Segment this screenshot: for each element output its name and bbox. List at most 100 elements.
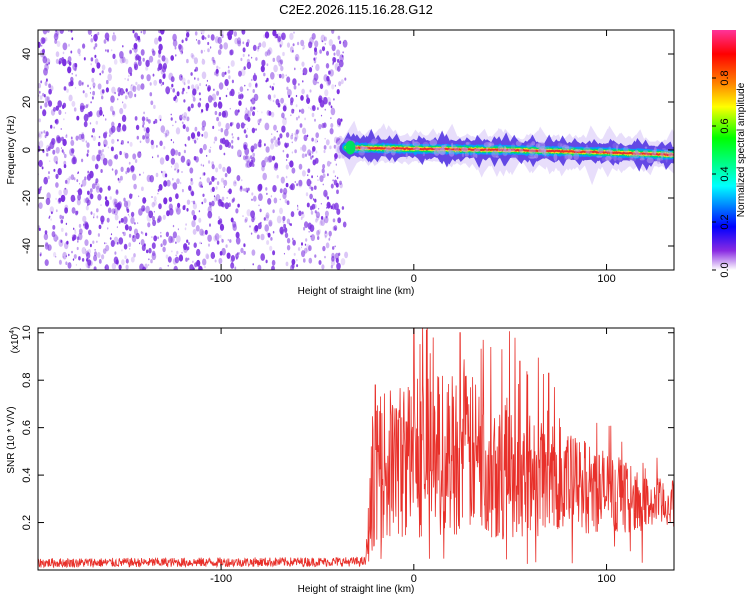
speckle [44, 242, 50, 250]
speckle [150, 259, 153, 264]
track-halo [583, 146, 591, 152]
snr-ylabel: SNR (10 * V/V) [6, 406, 17, 473]
speckle [301, 212, 305, 219]
speckle [285, 182, 289, 188]
speckle [151, 236, 153, 239]
speckle [130, 165, 135, 172]
speckle [215, 68, 219, 74]
speckle [190, 178, 193, 182]
speckle [111, 34, 117, 42]
speckle [73, 177, 76, 181]
speckle [109, 237, 112, 240]
speckle [234, 37, 239, 45]
speckle [257, 110, 259, 113]
track-halo [640, 155, 645, 159]
speckle [74, 87, 76, 89]
speckle [115, 189, 119, 195]
speckle [84, 92, 88, 98]
speckle [224, 139, 230, 148]
speckle [194, 77, 196, 80]
speckle [332, 246, 335, 250]
speckle [145, 66, 149, 71]
speckle [300, 67, 302, 70]
speckle [230, 262, 235, 269]
speckle [45, 78, 48, 82]
speckle [174, 120, 177, 124]
speckle [326, 201, 331, 209]
speckle [160, 231, 162, 234]
speckle [309, 153, 312, 157]
speckle [227, 69, 231, 74]
speckle [317, 175, 318, 178]
speckle [64, 153, 67, 159]
speckle [260, 65, 265, 73]
speckle [324, 137, 326, 140]
speckle [104, 118, 107, 121]
speckle [142, 30, 146, 35]
track-halo [601, 157, 608, 162]
speckle [189, 264, 194, 270]
speckle [279, 44, 282, 48]
speckle [157, 154, 159, 158]
colorbar-tick-label: 0.8 [719, 70, 731, 85]
speckle [216, 181, 220, 186]
track-halo [553, 147, 558, 150]
speckle [70, 136, 73, 140]
speckle [77, 171, 80, 174]
speckle [124, 216, 128, 223]
speckle [209, 46, 212, 49]
speckle [78, 80, 82, 87]
speckle [55, 209, 58, 213]
speckle [61, 227, 64, 232]
speckle [127, 213, 129, 216]
speckle [340, 258, 346, 266]
speckle [78, 53, 81, 57]
track-halo [654, 158, 661, 163]
speckle [121, 114, 127, 122]
speckle [300, 146, 303, 151]
speckle [174, 149, 179, 156]
speckle [58, 259, 62, 265]
speckle [48, 83, 51, 89]
speckle [310, 210, 314, 215]
speckle [55, 240, 57, 242]
speckle [282, 215, 286, 222]
speckle [183, 204, 186, 208]
speckle [280, 97, 284, 104]
speckle [76, 190, 78, 192]
speckle [324, 235, 327, 239]
speckle [128, 242, 132, 247]
speckle [172, 33, 177, 42]
speckle [303, 258, 306, 263]
speckle [110, 95, 115, 103]
speckle [293, 252, 296, 256]
speckle [326, 78, 331, 87]
speckle [251, 78, 253, 82]
speckle [221, 71, 225, 78]
speckle [305, 192, 309, 197]
track-halo [651, 149, 657, 157]
speckle [336, 208, 341, 215]
speckle [129, 215, 131, 218]
speckle [244, 147, 250, 156]
speckle [241, 30, 244, 33]
speckle [301, 250, 306, 258]
speckle [176, 250, 179, 255]
speckle [66, 240, 69, 245]
speckle [304, 243, 307, 246]
speckle [53, 251, 57, 258]
speckle [102, 114, 105, 117]
speckle [203, 198, 207, 204]
speckle [303, 134, 308, 142]
speckle [186, 239, 189, 243]
speckle [92, 82, 96, 88]
speckle [295, 104, 298, 108]
speckle [158, 43, 163, 51]
speckle [117, 92, 121, 97]
speckle [164, 133, 168, 138]
speckle [263, 217, 266, 221]
speckle [211, 164, 215, 170]
speckle [258, 204, 260, 207]
speckle [274, 139, 279, 148]
